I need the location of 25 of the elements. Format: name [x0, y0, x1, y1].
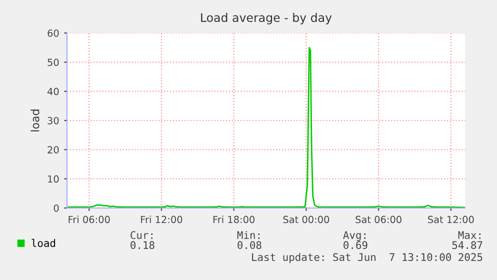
- x-tick-label: Sat 12:00: [428, 216, 474, 224]
- text: Avg:: [343, 231, 366, 242]
- text: 0.08: [238, 241, 262, 250]
- y-tick-label: 20: [48, 146, 59, 154]
- y-axis-title: load: [30, 110, 40, 132]
- legend-label: load: [32, 238, 56, 248]
- text: Cur:: [130, 231, 152, 240]
- y-tick-label: 10: [48, 175, 59, 183]
- chart-title: Load average - by day: [201, 12, 332, 24]
- text: 0.69: [344, 241, 368, 250]
- x-tick-label: Fri 12:00: [141, 216, 182, 224]
- text: Max:: [458, 231, 480, 240]
- text: Last update: Sat Jun 7 13:10:00 2025: [252, 252, 482, 264]
- x-tick-label: Fri 18:00: [213, 216, 255, 224]
- x-tick-label: Sat 06:00: [356, 216, 402, 224]
- y-tick-label: 50: [48, 58, 59, 66]
- x-tick-label: Sat 00:00: [283, 216, 330, 224]
- y-tick-label: 30: [48, 116, 59, 124]
- y-tick-label: 40: [47, 88, 59, 96]
- text: 54.87: [452, 241, 482, 250]
- text: 0.18: [130, 241, 154, 250]
- y-tick-label: 0: [54, 204, 59, 212]
- text: Min:: [237, 230, 260, 239]
- y-tick-label: 60: [48, 29, 59, 37]
- x-tick-label: Fri 06:00: [68, 216, 110, 224]
